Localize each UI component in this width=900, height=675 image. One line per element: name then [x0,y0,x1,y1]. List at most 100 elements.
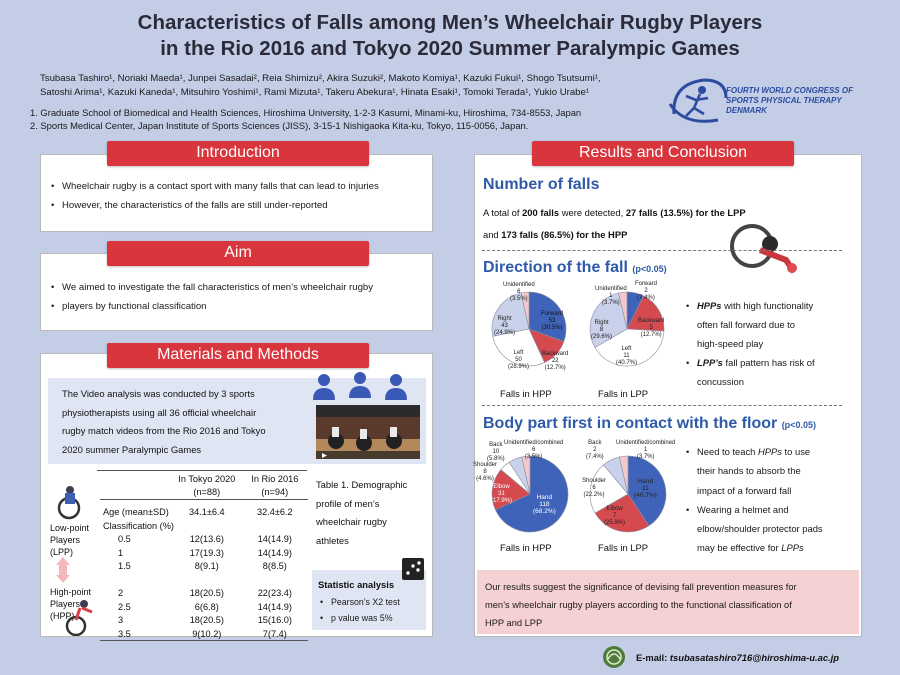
aim-panel: We aimed to investigate the fall charact… [40,253,433,331]
lpp-dir-right-label: Right 8 (29.6%) [591,320,613,340]
aim-bullet-1-cont: players by functional classification [62,301,207,312]
lpp-body-back-label: Back 2 (7.4%) [586,440,604,460]
pie-body-hpp [491,455,569,533]
affiliations: 1. Graduate School of Biomedical and Hea… [30,106,670,132]
direction-bullets: HPPs with high functionality often fall … [686,296,815,391]
classification-label: Classification (%) [103,520,174,531]
hpp-body-shoulder-label: Shoulder 8 (4.6%) [473,462,498,482]
hpp-body-unidentified-label: Unidentified/combined 6 (3.5%) [504,440,564,460]
congress-logo-icon [668,78,728,123]
pie-direction-lpp [589,291,665,367]
lpp-body-elbow-label: Elbow 7 (25.9%) [604,506,626,526]
intro-bullet-1: Wheelchair rugby is a contact sport with… [51,177,379,196]
video-analysis-text: The Video analysis was conducted by 3 sp… [62,388,266,455]
university-logo-icon [603,646,625,668]
lpp-body-hand-label: Hand 11 (40.7%) [634,478,657,499]
pie-title-lpp-direction: Falls in LPP [598,388,649,399]
wheelchair-player-hpp-icon [65,600,93,636]
table-row: 1 17(19.3) 14(14.9) [118,547,292,558]
table-row: 3 18(20.5) 15(16.0) [118,615,292,626]
demographic-table: In Tokyo 2020 In Rio 2016 (n=88) (n=94) … [100,472,308,641]
contact-email: E-mail: tsubasatashiro716@hiroshima-u.ac… [636,652,839,663]
table-row: 2.5 6(6.8) 14(14.9) [118,601,292,612]
logo-line-1: FOURTH WORLD CONGRESS OF [726,86,853,95]
col-rio-header: In Rio 2016 [251,473,299,484]
pie-title-hpp-body: Falls in HPP [500,542,552,553]
logo-line-2: SPORTS PHYSICAL THERAPY [726,96,842,105]
pie-slice-backward [626,295,665,332]
intro-bullet-2: However, the characteristics of the fall… [51,196,379,215]
statistics-icon [402,558,424,580]
direction-heading: Direction of the fall (p<0.05) [483,259,667,276]
lpp-label: Low-point Players (LPP) [50,523,90,557]
pie-slice-right [589,292,628,348]
classification-arrow-icon [56,557,70,583]
match-video-thumbnail [316,405,420,459]
col-rio-n: (n=94) [261,487,289,497]
table-caption: Table 1. Demographic profile of men’s wh… [316,479,408,546]
pie-title-hpp-direction: Falls in HPP [500,388,552,399]
stat-bullet-1: Pearson’s X2 test [320,594,400,610]
pie-slice-unidentified-combined [618,455,629,495]
pie-title-lpp-body: Falls in LPP [598,542,649,553]
conclusion-line-2: men’s wheelchair rugby players according… [485,600,792,610]
pie-slice-shoulder [589,464,629,514]
lpp-body-shoulder-label: Shoulder 6 (22.2%) [582,478,607,498]
hpp-dir-left-label: Left 50 (28.9%) [508,350,530,370]
hpp-dir-right-label: Right 43 (24.9%) [494,316,516,336]
hpp-body-elbow-label: Elbow 31 (17.9%) [491,484,513,504]
authors-line-1: Tsubasa Tashiro¹, Noriaki Maeda¹, Junpei… [40,73,601,84]
table-row: 1.5 8(9.1) 8(8.5) [118,561,287,572]
pie-slice-unidentified-combined [521,455,531,495]
author-list: Tsubasa Tashiro¹, Noriaki Maeda¹, Junpei… [40,72,650,100]
authors-line-2: Satoshi Arima¹, Kazuki Kaneda¹, Mitsuhir… [40,87,590,98]
hpp-body-back-label: Back 10 (5.8%) [487,442,505,462]
pie-slice-left [492,328,545,367]
pie-slice-forward [528,291,567,342]
hpp-body-hand-label: Hand 118 (68.2%) [533,494,556,515]
hpp-dir-forward-label: Forward 53 (30.5%) [541,311,564,331]
body-part-heading: Body part first in contact with the floo… [483,415,816,432]
aim-bullet-1: We aimed to investigate the fall charact… [51,278,373,297]
results-panel [474,154,862,637]
methods-heading: Materials and Methods [107,343,369,368]
conclusion-line-3: HPP and LPP [485,618,543,628]
lpp-dir-left-label: Left 11 (40.7%) [616,346,638,366]
lpp-dir-backward-label: Backward 5 (12.7%) [638,318,665,338]
conclusion-line-1: Our results suggest the significance of … [485,582,797,592]
affiliation-1: 1. Graduate School of Biomedical and Hea… [30,107,582,118]
lpp-dir-forward-label: Forward 2 (7.4%) [635,281,658,301]
pie-slice-unidentified [618,291,628,330]
poster-title: Characteristics of Falls among Men’s Whe… [0,10,900,62]
age-label: Age (mean±SD) [103,506,169,517]
col-tokyo-n: (n=88) [193,487,221,497]
hpp-dir-unidentified-label: Unidentified 6 (3.5%) [503,282,535,302]
table-row: 2 18(20.5) 22(23.4) [118,588,292,599]
conclusion-box: Our results suggest the significance of … [477,570,859,634]
fall-photo [730,224,797,274]
pie-slice-elbow [491,469,531,511]
email-link[interactable]: tsubasatashiro716@hiroshima-u.ac.jp [669,652,839,663]
statistic-box: Statistic analysis Pearson’s X2 test p v… [312,570,426,630]
age-rio: 32.4±6.2 [256,506,293,517]
number-of-falls-text: A total of 200 falls were detected, 27 f… [483,207,746,240]
number-of-falls-heading: Number of falls [483,176,600,193]
pie-slice-hand [495,455,569,533]
col-tokyo-header: In Tokyo 2020 [178,473,236,484]
aim-heading: Aim [107,241,369,266]
physiotherapists-icon [313,372,407,400]
table-row: 0.5 12(13.6) 14(14.9) [118,534,292,545]
wheelchair-player-lpp-icon [57,486,81,520]
lpp-dir-unidentified-label: Unidentified 1 (3.7%) [595,286,627,306]
logo-line-3: DENMARK [726,106,767,115]
table-row: 3.5 9(10.2) 7(7.4) [100,627,308,641]
pie-slice-left [594,328,665,367]
statistic-heading: Statistic analysis [318,579,395,590]
hpp-label: High-point Players (HPP) [50,587,92,621]
title-line-1: Characteristics of Falls among Men’s Whe… [137,11,763,34]
introduction-heading: Introduction [107,141,369,166]
pie-body-lpp [589,455,667,533]
body-part-bullets: Need to teach HPPs to use their hands to… [686,442,823,558]
introduction-panel: Wheelchair rugby is a contact sport with… [40,154,433,232]
results-heading: Results and Conclusion [532,141,794,166]
